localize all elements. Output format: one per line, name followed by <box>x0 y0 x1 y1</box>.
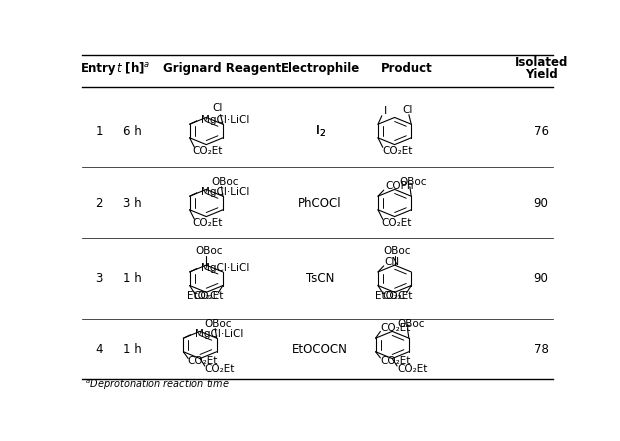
Text: EtO₂C: EtO₂C <box>187 291 218 301</box>
Text: TsCN: TsCN <box>306 272 334 285</box>
Text: I$_2$: I$_2$ <box>315 123 326 138</box>
Text: PhCOCl: PhCOCl <box>298 197 342 209</box>
Text: $t$ [h]$^a$: $t$ [h]$^a$ <box>115 61 150 76</box>
Text: 90: 90 <box>534 197 549 209</box>
Text: EtOCOCN: EtOCOCN <box>292 343 348 356</box>
Text: OBoc: OBoc <box>195 246 223 256</box>
Text: Cl: Cl <box>403 105 413 115</box>
Text: CN: CN <box>385 257 400 267</box>
Text: MgCl·LiCl: MgCl·LiCl <box>201 187 249 197</box>
Text: COPh: COPh <box>386 181 414 191</box>
Text: CO₂Et: CO₂Et <box>381 218 412 228</box>
Text: 78: 78 <box>534 343 549 356</box>
Text: Electrophile: Electrophile <box>280 62 360 75</box>
Text: 3 h: 3 h <box>123 197 142 209</box>
Text: 90: 90 <box>534 272 549 285</box>
Text: Grignard Reagent: Grignard Reagent <box>162 62 281 75</box>
Text: Yield: Yield <box>525 68 557 81</box>
Text: CO₂Et: CO₂Et <box>193 146 223 157</box>
Text: EtO₂C: EtO₂C <box>376 291 406 301</box>
Text: Isolated: Isolated <box>515 56 568 69</box>
Text: OBoc: OBoc <box>383 246 411 256</box>
Text: OBoc: OBoc <box>205 319 232 329</box>
Text: CO₂Et: CO₂Et <box>204 364 234 374</box>
Text: Product: Product <box>381 62 433 75</box>
Text: OBoc: OBoc <box>397 319 425 329</box>
Text: CO₂Et: CO₂Et <box>193 218 223 228</box>
Text: Cl: Cl <box>212 103 223 113</box>
Text: I: I <box>384 106 388 116</box>
Text: CO₂Et: CO₂Et <box>382 291 412 301</box>
Text: OBoc: OBoc <box>211 177 239 187</box>
Text: CO₂Et: CO₂Et <box>397 364 428 374</box>
Text: OBoc: OBoc <box>399 177 427 187</box>
Text: MgCl·LiCl: MgCl·LiCl <box>201 262 249 273</box>
Text: I$_2$: I$_2$ <box>315 123 326 138</box>
Text: CO₂Et: CO₂Et <box>382 146 412 157</box>
Text: Entry: Entry <box>81 62 117 75</box>
Text: MgCl·LiCl: MgCl·LiCl <box>195 329 243 339</box>
Text: 2: 2 <box>95 197 103 209</box>
Text: 4: 4 <box>95 343 103 356</box>
Text: CO₂Et: CO₂Et <box>193 291 224 301</box>
Text: 6 h: 6 h <box>123 124 142 138</box>
Text: 1 h: 1 h <box>123 272 142 285</box>
Text: CO₂Et: CO₂Et <box>381 323 411 333</box>
Text: $^a$Deprotonation reaction time: $^a$Deprotonation reaction time <box>85 378 229 392</box>
Text: 76: 76 <box>534 124 549 138</box>
Text: CO₂Et: CO₂Et <box>381 355 411 366</box>
Text: 3: 3 <box>95 272 103 285</box>
Text: 1 h: 1 h <box>123 343 142 356</box>
Text: CO₂Et: CO₂Et <box>187 356 218 366</box>
Text: MgCl·LiCl: MgCl·LiCl <box>201 115 249 125</box>
Text: 1: 1 <box>95 124 103 138</box>
